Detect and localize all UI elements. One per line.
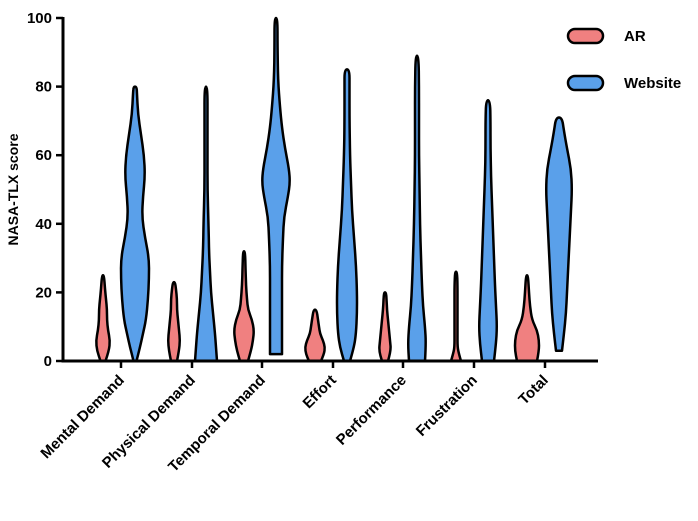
y-tick-label: 40 <box>35 216 52 233</box>
violin-website-mental-demand <box>119 85 151 363</box>
violin-website-performance <box>407 54 427 363</box>
violin-website-effort <box>335 68 359 363</box>
y-tick-label: 80 <box>35 79 52 96</box>
x-category-label: Frustration <box>413 372 481 440</box>
legend: AR Website <box>566 27 681 92</box>
axes <box>61 17 598 363</box>
violin-ar-frustration <box>449 270 463 363</box>
violin-website-temporal-demand <box>261 16 291 356</box>
x-category-label: Effort <box>300 372 340 412</box>
violin-ar-physical-demand <box>167 280 181 363</box>
y-axis-ticks: 0 20 40 60 80 100 <box>27 10 63 370</box>
violin-website-frustration <box>478 99 498 363</box>
violin-ar-total <box>513 274 541 363</box>
violin-plot-area <box>95 16 573 363</box>
violin-ar-effort <box>304 308 326 363</box>
legend-label-ar: AR <box>624 28 646 45</box>
y-tick-label: 100 <box>27 10 52 27</box>
y-tick-label: 0 <box>44 353 52 370</box>
x-category-label: Total <box>515 372 552 409</box>
y-tick-label: 20 <box>35 284 52 301</box>
violin-ar-performance <box>378 291 392 363</box>
violin-website-total <box>545 116 573 352</box>
x-category-label: Performance <box>333 372 410 449</box>
violin-ar-temporal-demand <box>233 249 255 363</box>
y-axis-title: NASA-TLX score <box>5 133 21 245</box>
legend-label-website: Website <box>624 75 681 92</box>
y-tick-label: 60 <box>35 147 52 164</box>
legend-swatch-ar <box>566 27 605 45</box>
violin-website-physical-demand <box>193 85 219 363</box>
violin-ar-mental-demand <box>95 274 111 363</box>
legend-swatch-website <box>566 74 605 92</box>
